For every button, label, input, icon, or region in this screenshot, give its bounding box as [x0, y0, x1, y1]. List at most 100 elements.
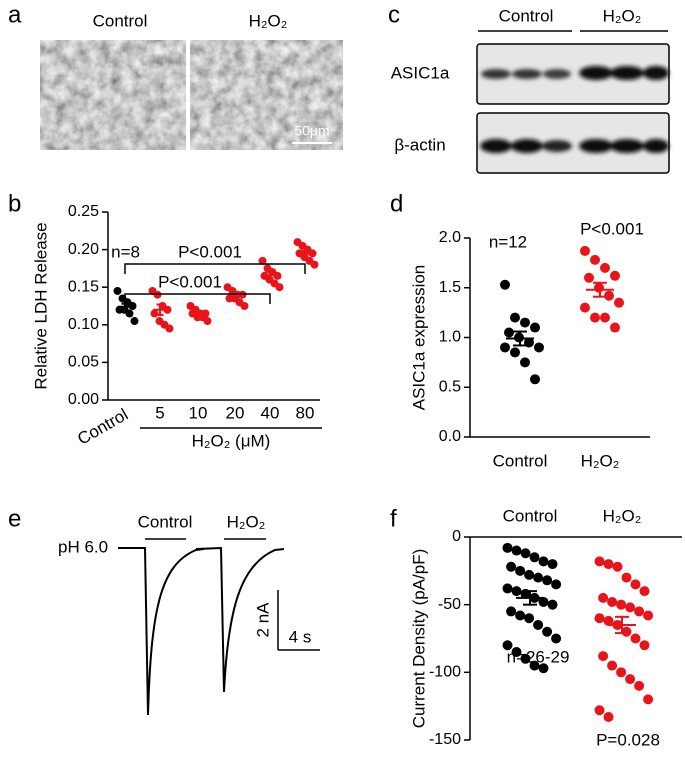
data-point — [590, 312, 600, 323]
band — [579, 139, 613, 153]
significance-bracket — [124, 293, 271, 304]
data-point — [530, 322, 540, 333]
band — [643, 139, 669, 153]
data-point — [542, 575, 553, 586]
x-tick-label: Control — [503, 506, 558, 525]
data-point — [515, 610, 526, 621]
data-point — [506, 561, 517, 572]
data-point — [529, 660, 540, 671]
micrograph — [40, 40, 186, 150]
y-tick-label: 0.20 — [68, 241, 99, 258]
data-point — [547, 599, 558, 610]
data-point — [538, 663, 549, 674]
data-point — [643, 694, 654, 705]
data-point — [584, 272, 594, 283]
band — [480, 139, 512, 153]
data-point — [524, 569, 535, 580]
data-point — [510, 312, 520, 323]
y-tick-label: -150 — [429, 731, 461, 748]
y-tick-label: 0.10 — [68, 316, 99, 333]
annotation: n=8 — [111, 242, 140, 261]
x-tick-label: H₂O₂ — [603, 506, 642, 525]
trace-label: Control — [138, 512, 193, 531]
data-point — [275, 283, 284, 292]
data-point — [511, 647, 522, 658]
y-tick-label: 2.0 — [439, 229, 461, 246]
data-point — [594, 556, 605, 567]
y-tick-label: 1.5 — [439, 279, 461, 296]
data-point — [500, 279, 510, 290]
data-point — [163, 305, 172, 314]
micrograph — [190, 40, 343, 150]
x-tick-label: 20 — [226, 403, 245, 422]
x-tick-label: 10 — [189, 403, 208, 422]
data-point — [630, 633, 641, 644]
annotation: n=26-29 — [507, 647, 570, 666]
data-point — [603, 711, 614, 722]
data-point — [639, 640, 650, 651]
annotation: P=0.028 — [596, 730, 660, 749]
data-point — [506, 606, 517, 617]
data-point — [515, 565, 526, 576]
data-point — [310, 260, 319, 269]
data-point — [502, 542, 513, 553]
data-point — [128, 302, 137, 310]
data-point — [639, 586, 650, 597]
data-point — [530, 374, 540, 385]
band — [543, 69, 571, 79]
data-point — [524, 613, 535, 624]
image-label: Control — [93, 11, 148, 30]
data-point — [113, 286, 122, 295]
data-point — [500, 342, 510, 353]
data-point — [616, 599, 627, 610]
data-point — [273, 271, 282, 280]
panel-label: e — [8, 505, 21, 532]
data-point — [533, 619, 544, 630]
data-point — [610, 270, 620, 281]
x-tick-label: 40 — [261, 403, 280, 422]
y-tick-label: -50 — [438, 596, 461, 613]
blot-row: ASIC1a — [391, 63, 450, 82]
data-point — [621, 572, 632, 583]
data-point — [603, 559, 614, 570]
data-point — [308, 249, 317, 258]
data-point — [625, 602, 636, 613]
data-point — [547, 559, 558, 570]
x-tick-label: 80 — [296, 403, 315, 422]
data-point — [240, 302, 249, 310]
data-point — [600, 312, 610, 323]
current-trace — [118, 547, 205, 716]
scale-bar-label: 50μm — [294, 123, 329, 139]
panel-label: a — [8, 1, 22, 28]
current-trace — [195, 546, 285, 693]
band — [481, 69, 511, 79]
data-point — [607, 596, 618, 607]
data-point — [125, 309, 134, 318]
x-tick-label: Control — [493, 451, 548, 470]
data-point — [551, 579, 562, 590]
x-tick-label: H₂O₂ — [581, 451, 620, 470]
data-point — [600, 262, 610, 273]
data-point — [165, 324, 174, 333]
data-point — [604, 290, 614, 301]
data-point — [580, 245, 590, 256]
image-label: H₂O₂ — [249, 11, 288, 30]
data-point — [542, 626, 553, 637]
data-point — [634, 680, 645, 691]
bands — [480, 66, 669, 153]
annotation: n=12 — [489, 232, 527, 251]
y-axis-label: Relative LDH Release — [31, 222, 50, 389]
data-point — [203, 317, 212, 326]
data-point — [502, 583, 513, 594]
band — [542, 140, 572, 152]
data-point — [590, 254, 600, 265]
data-point — [610, 322, 620, 333]
data-point — [621, 626, 632, 637]
y-axis-label: ASIC1a expression — [409, 265, 428, 411]
panel-label: b — [8, 190, 21, 217]
data-point — [551, 633, 562, 644]
data-point — [607, 660, 618, 671]
scale-label: 2 nA — [253, 602, 272, 638]
y-tick-label: 0.25 — [68, 203, 99, 220]
